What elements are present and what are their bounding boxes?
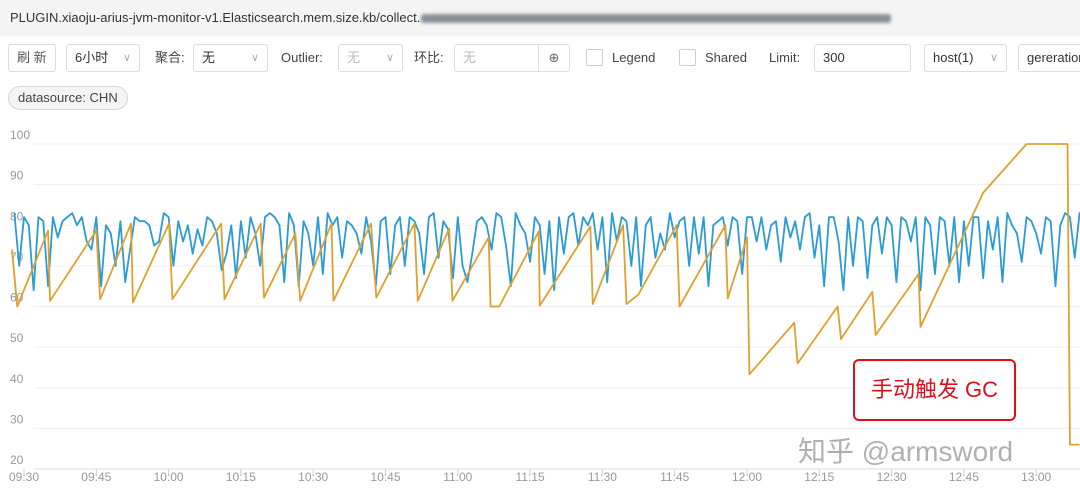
outlier-value: 无 xyxy=(347,50,361,65)
series-line-blue xyxy=(13,212,1080,292)
gc-annotation: 手动触发 GC xyxy=(853,359,1016,421)
aggregation-value: 无 xyxy=(202,50,216,65)
limit-label: Limit: xyxy=(769,50,801,65)
generation-select[interactable]: gereration xyxy=(1018,44,1080,72)
redacted-hostname xyxy=(421,14,892,24)
aggregation-label: 聚合: xyxy=(155,50,185,65)
aggregation-select[interactable]: 无 ∨ xyxy=(193,44,268,72)
x-tick-label: 11:45 xyxy=(660,470,689,484)
host-select[interactable]: host(1) ∨ xyxy=(924,44,1007,72)
x-tick-label: 09:45 xyxy=(81,470,111,484)
legend-label: Legend xyxy=(612,50,656,65)
y-tick-label: 20 xyxy=(10,453,24,467)
y-tick-label: 40 xyxy=(10,372,24,386)
outlier-label: Outlier: xyxy=(281,50,323,65)
x-tick-label: 12:00 xyxy=(732,470,762,484)
chevron-down-icon: ∨ xyxy=(250,52,259,64)
series-line-orange xyxy=(11,143,1080,446)
x-tick-label: 09:30 xyxy=(9,470,39,484)
compare-input[interactable]: 无 xyxy=(454,44,539,72)
add-compare-button[interactable]: ⊕ xyxy=(538,44,570,72)
host-value: host(1) xyxy=(933,50,974,65)
x-tick-label: 12:15 xyxy=(804,470,834,484)
chevron-down-icon: ∨ xyxy=(385,52,394,64)
shared-label: Shared xyxy=(705,50,747,65)
x-tick-label: 10:45 xyxy=(370,470,400,484)
x-tick-label: 10:30 xyxy=(298,470,328,484)
chevron-down-icon: ∨ xyxy=(122,52,131,64)
x-tick-label: 12:30 xyxy=(877,470,907,484)
x-tick-label: 11:15 xyxy=(516,470,545,484)
chevron-down-icon: ∨ xyxy=(989,52,998,64)
x-tick-label: 10:15 xyxy=(226,470,256,484)
compare-label: 环比: xyxy=(414,50,444,65)
x-tick-label: 11:00 xyxy=(443,470,472,484)
y-tick-label: 90 xyxy=(10,169,24,183)
datasource-tag[interactable]: datasource: CHN xyxy=(8,86,128,110)
time-range-value: 6小时 xyxy=(75,50,109,65)
legend-checkbox[interactable] xyxy=(586,49,603,66)
y-tick-label: 80 xyxy=(10,209,24,223)
x-tick-label: 13:00 xyxy=(1021,470,1051,484)
limit-input[interactable]: 300 xyxy=(814,44,911,72)
shared-checkbox[interactable] xyxy=(679,49,696,66)
plus-circle-icon: ⊕ xyxy=(548,50,560,65)
y-tick-label: 50 xyxy=(10,331,24,345)
window-title: PLUGIN.xiaoju-arius-jvm-monitor-v1.Elast… xyxy=(0,0,1080,36)
watermark: 知乎 @armsword xyxy=(798,436,1014,467)
x-tick-label: 11:30 xyxy=(588,470,617,484)
outlier-select[interactable]: 无 ∨ xyxy=(338,44,403,72)
y-tick-label: 30 xyxy=(10,412,24,426)
time-range-select[interactable]: 6小时 ∨ xyxy=(66,44,140,72)
metric-path: PLUGIN.xiaoju-arius-jvm-monitor-v1.Elast… xyxy=(10,10,421,25)
y-tick-label: 100 xyxy=(10,128,30,142)
refresh-button[interactable]: 刷 新 xyxy=(8,44,56,72)
x-tick-label: 12:45 xyxy=(949,470,979,484)
x-tick-label: 10:00 xyxy=(154,470,184,484)
